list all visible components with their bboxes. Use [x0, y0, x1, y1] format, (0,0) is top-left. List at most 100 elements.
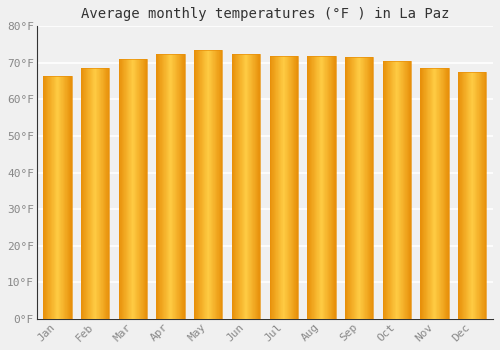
Bar: [173, 54, 174, 319]
Bar: [121, 59, 122, 319]
Bar: [250, 54, 251, 319]
Bar: [465, 72, 466, 319]
Bar: [270, 56, 298, 319]
Bar: [358, 57, 359, 319]
Bar: [202, 50, 203, 319]
Bar: [174, 54, 175, 319]
Bar: [354, 57, 355, 319]
Bar: [382, 61, 411, 319]
Bar: [296, 56, 297, 319]
Bar: [388, 61, 389, 319]
Bar: [172, 54, 173, 319]
Bar: [438, 68, 439, 319]
Bar: [356, 57, 357, 319]
Bar: [201, 50, 202, 319]
Bar: [221, 50, 222, 319]
Bar: [247, 54, 248, 319]
Bar: [132, 59, 133, 319]
Bar: [312, 56, 313, 319]
Bar: [236, 54, 237, 319]
Bar: [177, 54, 178, 319]
Bar: [55, 76, 56, 319]
Bar: [289, 56, 290, 319]
Bar: [146, 59, 147, 319]
Bar: [197, 50, 198, 319]
Bar: [393, 61, 394, 319]
Bar: [425, 68, 426, 319]
Bar: [252, 54, 253, 319]
Bar: [392, 61, 393, 319]
Bar: [372, 57, 374, 319]
Bar: [334, 56, 335, 319]
Bar: [366, 57, 367, 319]
Bar: [183, 54, 184, 319]
Bar: [277, 56, 278, 319]
Bar: [168, 54, 169, 319]
Bar: [194, 50, 196, 319]
Bar: [45, 76, 46, 319]
Bar: [426, 68, 427, 319]
Bar: [101, 68, 102, 319]
Bar: [471, 72, 472, 319]
Bar: [370, 57, 371, 319]
Bar: [314, 56, 315, 319]
Bar: [161, 54, 162, 319]
Bar: [136, 59, 137, 319]
Bar: [431, 68, 432, 319]
Bar: [390, 61, 391, 319]
Bar: [327, 56, 328, 319]
Bar: [270, 56, 272, 319]
Bar: [395, 61, 396, 319]
Bar: [287, 56, 288, 319]
Bar: [384, 61, 385, 319]
Bar: [216, 50, 217, 319]
Bar: [194, 50, 222, 319]
Bar: [328, 56, 329, 319]
Bar: [385, 61, 386, 319]
Bar: [324, 56, 325, 319]
Bar: [69, 76, 70, 319]
Bar: [240, 54, 241, 319]
Bar: [232, 54, 260, 319]
Bar: [293, 56, 294, 319]
Bar: [286, 56, 287, 319]
Bar: [357, 57, 358, 319]
Bar: [140, 59, 141, 319]
Bar: [371, 57, 372, 319]
Bar: [308, 56, 309, 319]
Bar: [363, 57, 364, 319]
Bar: [50, 76, 51, 319]
Bar: [422, 68, 424, 319]
Bar: [444, 68, 445, 319]
Bar: [475, 72, 476, 319]
Bar: [143, 59, 144, 319]
Bar: [466, 72, 467, 319]
Bar: [97, 68, 98, 319]
Bar: [318, 56, 319, 319]
Bar: [166, 54, 167, 319]
Bar: [295, 56, 296, 319]
Bar: [365, 57, 366, 319]
Bar: [133, 59, 134, 319]
Bar: [66, 76, 67, 319]
Bar: [206, 50, 207, 319]
Bar: [237, 54, 238, 319]
Bar: [458, 72, 486, 319]
Bar: [316, 56, 317, 319]
Bar: [167, 54, 168, 319]
Bar: [118, 59, 147, 319]
Bar: [233, 54, 234, 319]
Bar: [273, 56, 274, 319]
Bar: [464, 72, 465, 319]
Bar: [145, 59, 146, 319]
Bar: [64, 76, 65, 319]
Bar: [241, 54, 242, 319]
Bar: [441, 68, 442, 319]
Bar: [134, 59, 135, 319]
Bar: [105, 68, 106, 319]
Bar: [218, 50, 219, 319]
Bar: [96, 68, 97, 319]
Bar: [430, 68, 431, 319]
Bar: [122, 59, 124, 319]
Bar: [432, 68, 433, 319]
